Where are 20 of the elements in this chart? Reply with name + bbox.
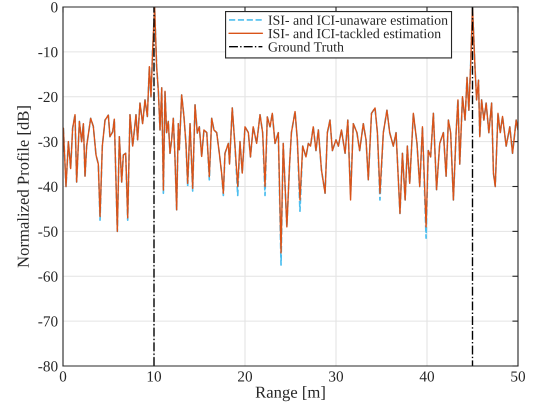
legend-label: Ground Truth xyxy=(268,42,344,52)
y-tick-label: -60 xyxy=(38,271,58,282)
x-tick-label: 50 xyxy=(511,371,526,382)
x-axis-title: Range [m] xyxy=(256,386,325,402)
x-tick-label: 0 xyxy=(60,371,66,382)
y-axis-title: Normalized Profile [dB] xyxy=(16,106,31,268)
x-tick-label: 40 xyxy=(420,371,434,382)
x-tick-label: 30 xyxy=(329,371,344,382)
y-tick-label: 0 xyxy=(51,2,58,12)
y-tick-label: -20 xyxy=(38,92,58,102)
y-tick-label: -10 xyxy=(38,47,58,58)
y-tick-label: -30 xyxy=(38,136,58,148)
y-tick-label: -50 xyxy=(38,226,58,237)
x-tick-label: 10 xyxy=(148,371,162,382)
y-tick-label: -70 xyxy=(38,316,58,327)
x-tick-label: 20 xyxy=(238,371,252,382)
legend-label: ISI- and ICI-unaware estimation xyxy=(268,15,448,25)
y-tick-label: -80 xyxy=(38,361,58,372)
y-tick-label: -40 xyxy=(38,182,58,192)
legend-label: ISI- and ICI-tackled estimation xyxy=(268,28,441,38)
